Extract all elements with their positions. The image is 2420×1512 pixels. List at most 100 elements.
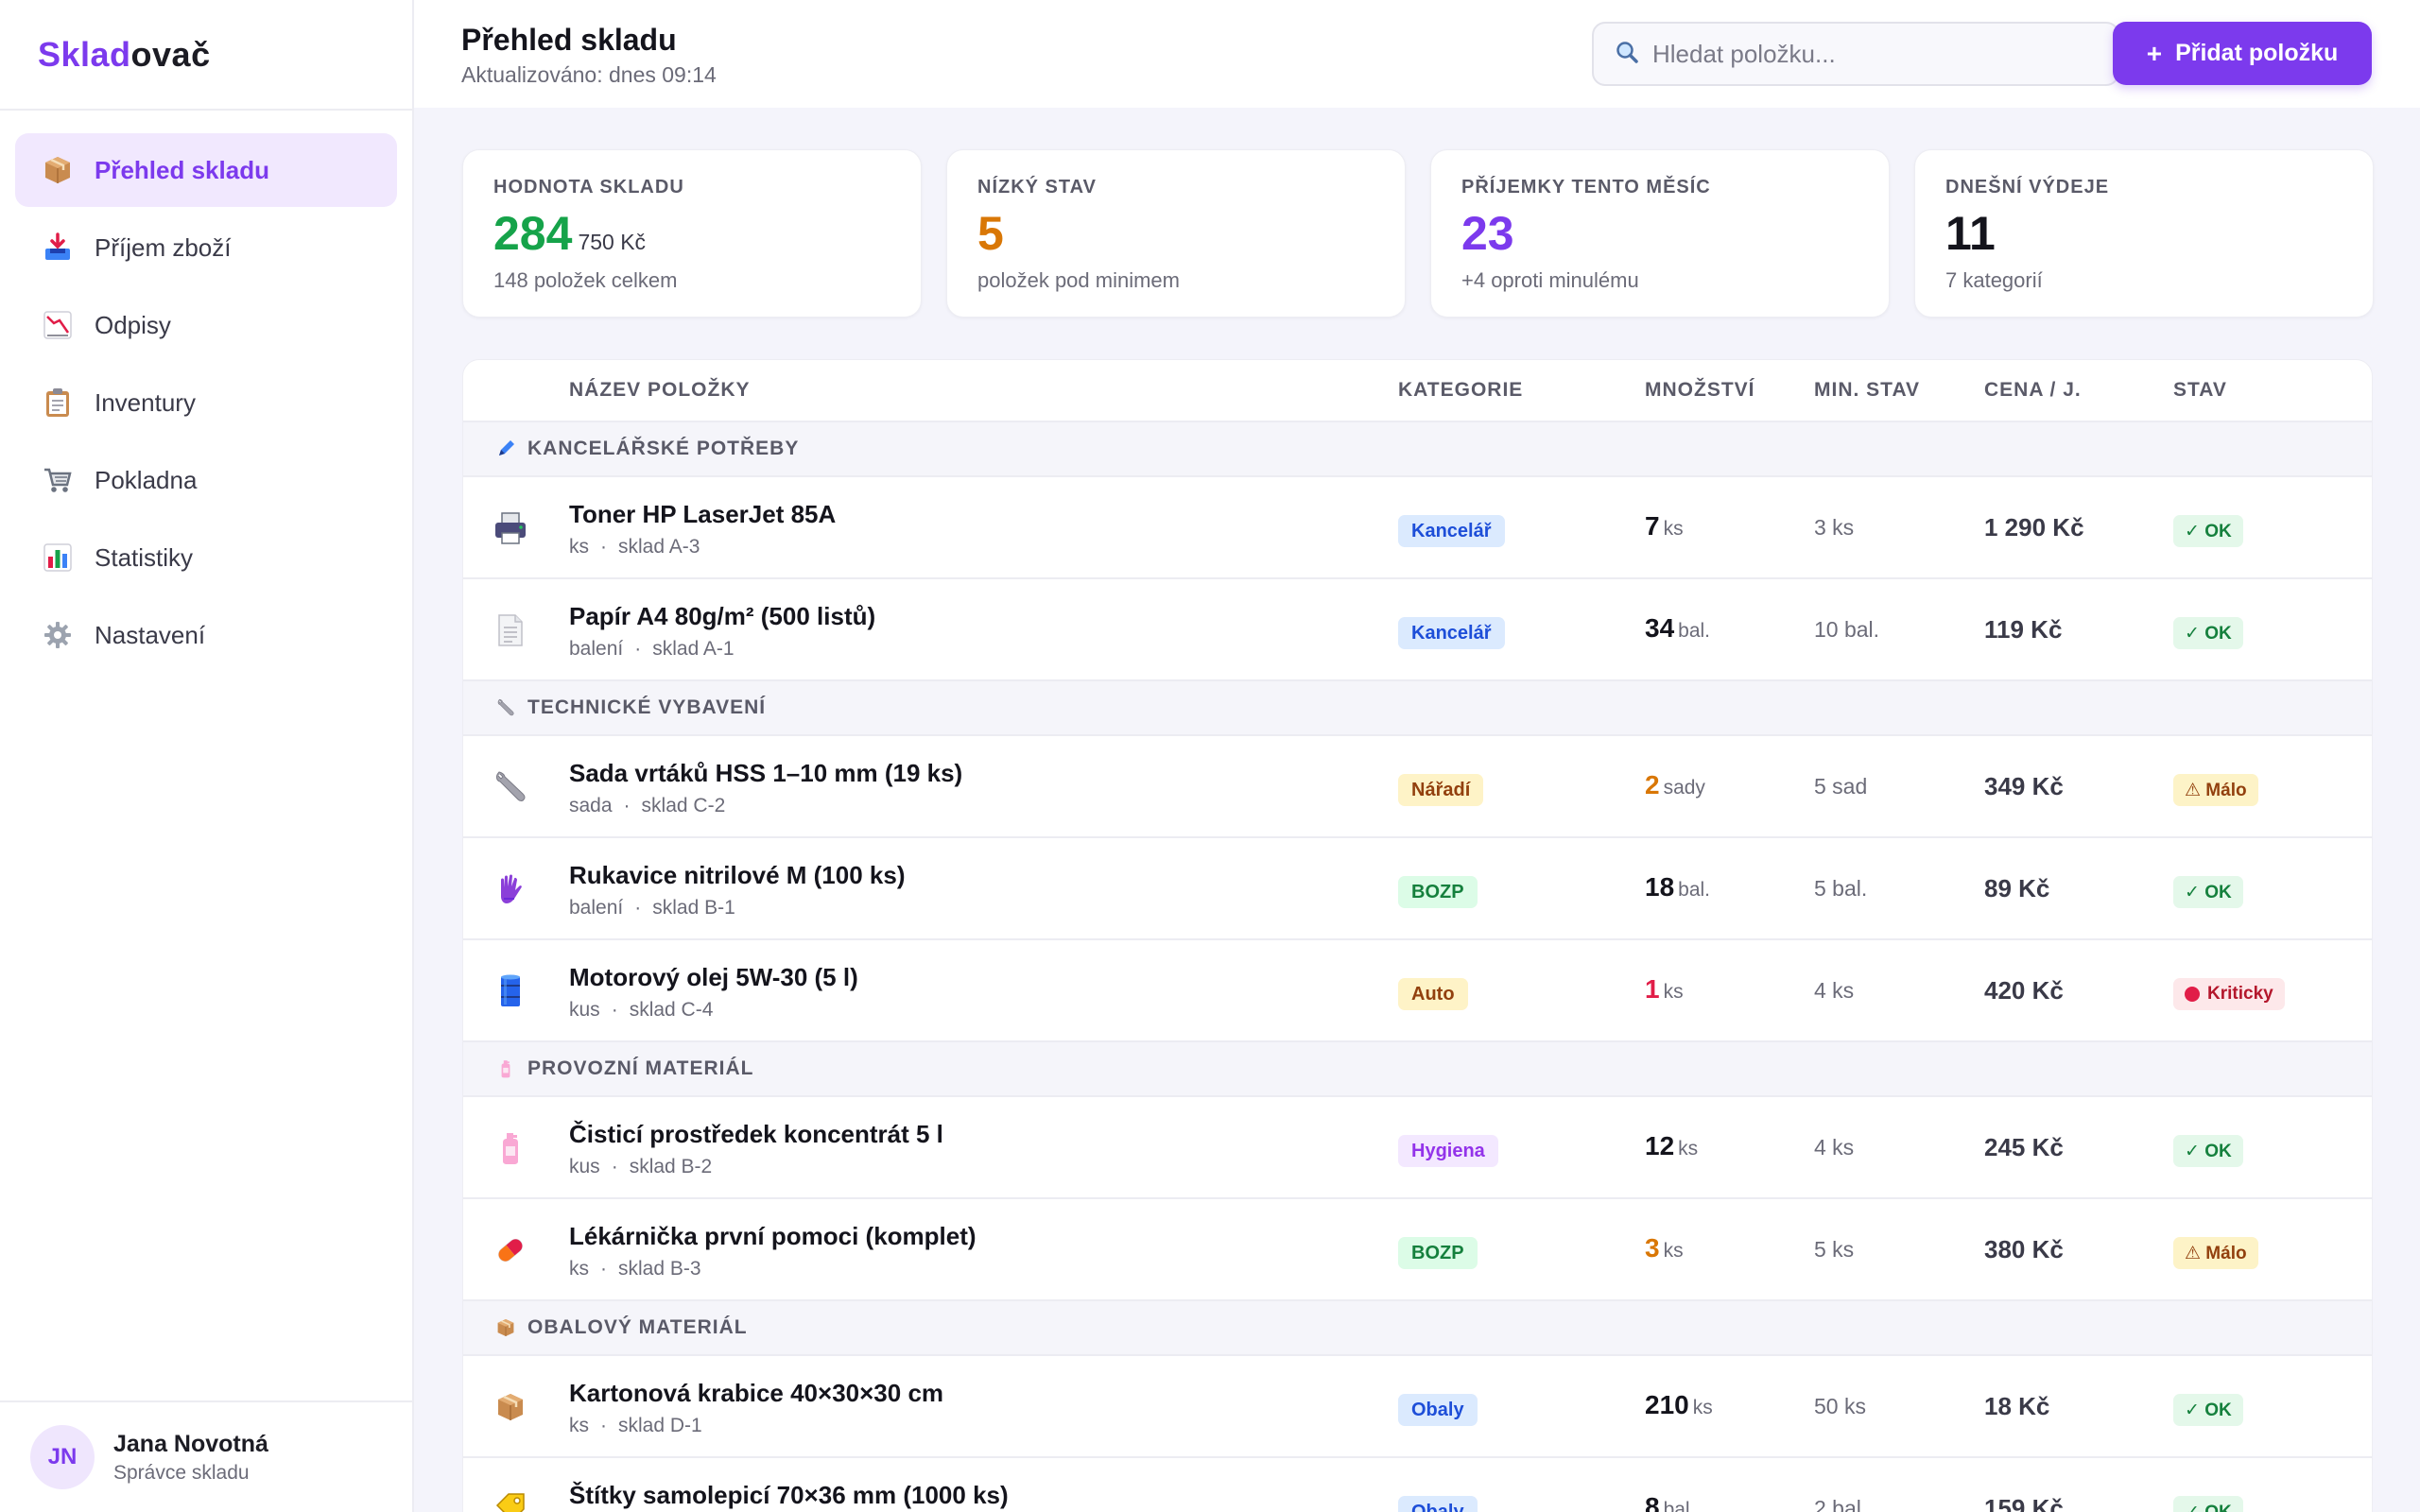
stat-card-0: HODNOTA SKLADU 284 750 Kč 148 položek celke… [462, 149, 922, 318]
item-meta: ks · sklad D-1 [569, 1415, 702, 1437]
item-name[interactable]: Motorový olej 5W-30 (5 l) [569, 963, 858, 991]
stat-value: 5 [977, 207, 1004, 260]
table-row[interactable]: Papír A4 80g/m² (500 listů) balení · sklad … [463, 579, 2372, 681]
group-label: TECHNICKÉ VYBAVENÍ [527, 696, 767, 718]
quantity: 7 ks [1645, 511, 1684, 541]
app-logo[interactable]: Skladovač [38, 35, 211, 75]
sidebar-nav: Přehled skladu Příjem zboží Odpisy Inventur… [0, 111, 412, 698]
group-row[interactable]: KANCELÁŘSKÉ POTŘEBY [463, 422, 2372, 477]
sidebar-item-4[interactable]: Pokladna [15, 443, 397, 517]
item-name[interactable]: Čisticí prostředek koncentrát 5 l [569, 1120, 943, 1148]
table-row[interactable]: Lékárnička první pomoci (komplet) ks · skla… [463, 1199, 2372, 1301]
item-meta: kus · sklad C-4 [569, 999, 713, 1022]
logo-part-1: Sklad [38, 34, 131, 74]
user-profile[interactable]: JN Jana Novotná Správce skladu [0, 1400, 412, 1512]
table-row[interactable]: Toner HP LaserJet 85A ks · sklad A-3 Kancelá… [463, 477, 2372, 579]
stat-value: 11 [1945, 207, 1996, 260]
stat-label: DNEŠNÍ VÝDEJE [1945, 177, 2110, 198]
printer-icon [492, 509, 529, 547]
item-unit: kus [569, 999, 600, 1021]
quantity-unit: ks [1663, 518, 1684, 540]
item-name[interactable]: Štítky samolepicí 70×36 mm (1000 ks) [569, 1481, 1009, 1509]
category-badge: Kancelář [1398, 515, 1505, 547]
group-row[interactable]: OBALOVÝ MATERIÁL [463, 1301, 2372, 1356]
item-location: sklad C-2 [641, 795, 726, 816]
quantity-value: 7 [1645, 511, 1660, 541]
column-header-4[interactable]: CENA / J. [1984, 379, 2082, 401]
sidebar-item-3[interactable]: Inventury [15, 366, 397, 439]
status-label: ✓ OK [2185, 1141, 2232, 1161]
meta-separator: · [611, 999, 618, 1021]
item-location: sklad D-1 [618, 1415, 702, 1436]
table-row[interactable]: Motorový olej 5W-30 (5 l) kus · sklad C-4 Au… [463, 940, 2372, 1042]
quantity-value: 8 [1645, 1492, 1660, 1512]
item-meta: balení · sklad A-1 [569, 638, 735, 661]
unit-price: 245 Kč [1984, 1133, 2064, 1161]
sidebar-item-0[interactable]: Přehled skladu [15, 133, 397, 207]
sidebar-item-6[interactable]: Nastavení [15, 598, 397, 672]
table-row[interactable]: Sada vrtáků HSS 1–10 mm (19 ks) sada · skla… [463, 736, 2372, 838]
unit-price: 380 Kč [1984, 1235, 2064, 1263]
min-stock: 10 bal. [1814, 617, 1880, 642]
min-stock: 3 ks [1814, 515, 1855, 540]
stat-card-1: NÍZKÝ STAV 5 položek pod minimem [946, 149, 1406, 318]
status-badge: ✓ OK [2173, 876, 2243, 908]
item-location: sklad B-3 [618, 1258, 701, 1280]
status-label: ✓ OK [2185, 882, 2232, 902]
quantity-unit: ks [1663, 981, 1684, 1003]
item-name[interactable]: Lékárnička první pomoci (komplet) [569, 1222, 977, 1250]
sidebar-item-5[interactable]: Statistiky [15, 521, 397, 594]
sidebar-item-2[interactable]: Odpisy [15, 288, 397, 362]
min-stock: 2 bal. [1814, 1496, 1868, 1512]
add-item-button[interactable]: + Přidat položku [2113, 22, 2372, 85]
item-unit: ks [569, 1258, 589, 1280]
item-name[interactable]: Kartonová krabice 40×30×30 cm [569, 1379, 944, 1407]
column-header-5[interactable]: STAV [2173, 379, 2227, 401]
table-row[interactable]: Rukavice nitrilové M (100 ks) balení · skla… [463, 838, 2372, 940]
package-icon [495, 1317, 516, 1338]
search-box[interactable] [1592, 22, 2119, 86]
table-row[interactable]: Kartonová krabice 40×30×30 cm ks · sklad D-… [463, 1356, 2372, 1458]
quantity: 18 bal. [1645, 872, 1710, 902]
plus-icon: + [2146, 38, 2163, 68]
table-row[interactable]: Štítky samolepicí 70×36 mm (1000 ks) Obal… [463, 1458, 2372, 1512]
quantity-unit: ks [1678, 1138, 1699, 1160]
item-meta: ks · sklad A-3 [569, 536, 700, 558]
user-name: Jana Novotná [113, 1430, 268, 1457]
column-header-0[interactable]: NÁZEV POLOŽKY [569, 379, 751, 401]
group-row[interactable]: PROVOZNÍ MATERIÁL [463, 1042, 2372, 1097]
unit-price: 18 Kč [1984, 1392, 2050, 1420]
item-name[interactable]: Rukavice nitrilové M (100 ks) [569, 861, 906, 889]
quantity: 210 ks [1645, 1390, 1713, 1420]
sidebar-item-label: Přehled skladu [95, 155, 269, 184]
quantity-value: 3 [1645, 1233, 1660, 1263]
item-meta: kus · sklad B-2 [569, 1156, 712, 1178]
item-unit: sada [569, 795, 613, 816]
item-name[interactable]: Toner HP LaserJet 85A [569, 500, 837, 528]
wrench-icon [492, 768, 529, 806]
group-row[interactable]: TECHNICKÉ VYBAVENÍ [463, 681, 2372, 736]
item-meta: ks · sklad B-3 [569, 1258, 701, 1280]
column-header-2[interactable]: MNOŽSTVÍ [1645, 379, 1755, 401]
sidebar-item-label: Statistiky [95, 542, 194, 572]
critical-dot-icon [2185, 987, 2200, 1002]
item-unit: balení [569, 638, 624, 660]
group-label: OBALOVÝ MATERIÁL [527, 1316, 748, 1338]
glove-icon [492, 870, 529, 908]
search-input[interactable] [1652, 39, 2087, 69]
item-name[interactable]: Sada vrtáků HSS 1–10 mm (19 ks) [569, 759, 963, 787]
item-unit: kus [569, 1156, 600, 1177]
pill-icon [492, 1231, 529, 1269]
sidebar-item-1[interactable]: Příjem zboží [15, 211, 397, 284]
item-name[interactable]: Papír A4 80g/m² (500 listů) [569, 602, 876, 630]
table-row[interactable]: Čisticí prostředek koncentrát 5 l kus · skl… [463, 1097, 2372, 1199]
meta-separator: · [600, 1258, 607, 1280]
sidebar: Skladovač Přehled skladu Příjem zboží Odpi… [0, 0, 414, 1512]
table-body: KANCELÁŘSKÉ POTŘEBY Toner HP LaserJet 85A… [463, 422, 2372, 1512]
unit-price: 349 Kč [1984, 772, 2064, 800]
column-header-1[interactable]: KATEGORIE [1398, 379, 1524, 401]
category-badge: Auto [1398, 978, 1468, 1010]
column-header-3[interactable]: MIN. STAV [1814, 379, 1921, 401]
pen-icon [495, 438, 516, 459]
quantity-value: 18 [1645, 872, 1675, 902]
